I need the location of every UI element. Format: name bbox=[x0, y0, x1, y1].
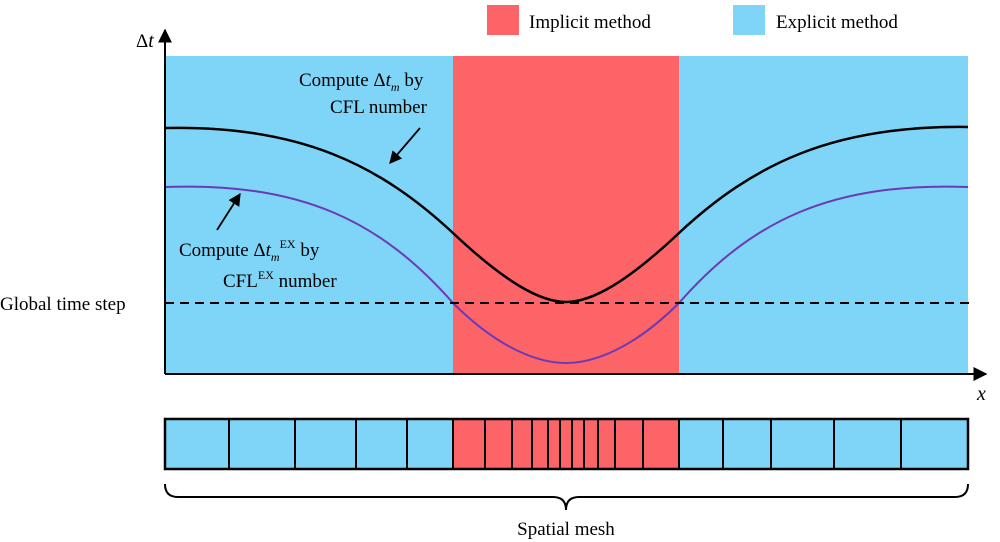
spatial-mesh bbox=[163, 417, 970, 471]
mesh-explicit-left bbox=[165, 419, 453, 469]
y-axis-label: Δt bbox=[136, 30, 154, 52]
spatial-mesh-label: Spatial mesh bbox=[517, 519, 615, 540]
axes: Δt x bbox=[136, 28, 988, 405]
dt-ex-curve bbox=[164, 185, 969, 365]
dt-ex-annotation-line2: CFLEX number bbox=[223, 268, 337, 292]
explicit-region-right bbox=[679, 56, 968, 374]
mesh-border bbox=[163, 417, 970, 471]
global-time-step-label: Global time step bbox=[0, 294, 126, 315]
mesh-implicit bbox=[453, 419, 679, 469]
dt-annotation: Compute Δtm by CFL number bbox=[299, 70, 428, 164]
legend-implicit-label: Implicit method bbox=[529, 12, 651, 33]
legend: Implicit method Explicit method bbox=[487, 5, 898, 35]
explicit-region-left bbox=[165, 56, 453, 374]
dt-annotation-line1: Compute Δtm by bbox=[299, 70, 424, 94]
dt-ex-annotation: Compute ΔtmEX by CFLEX number bbox=[179, 192, 337, 292]
dt-annotation-arrow bbox=[389, 127, 421, 164]
legend-explicit-label: Explicit method bbox=[776, 12, 898, 33]
mesh-cell-dividers bbox=[228, 419, 902, 469]
x-axis-label: x bbox=[976, 383, 986, 405]
dt-ex-annotation-arrow bbox=[216, 192, 241, 231]
dt-ex-annotation-line1: Compute ΔtmEX by bbox=[179, 237, 320, 264]
dt-annotation-line2: CFL number bbox=[330, 97, 428, 118]
legend-explicit-swatch bbox=[733, 5, 765, 35]
dt-curve bbox=[164, 125, 969, 304]
plot-regions bbox=[165, 56, 968, 374]
mesh-explicit-right bbox=[679, 419, 968, 469]
implicit-region bbox=[453, 56, 679, 374]
legend-implicit-swatch bbox=[487, 5, 519, 35]
spatial-mesh-brace bbox=[164, 483, 969, 511]
